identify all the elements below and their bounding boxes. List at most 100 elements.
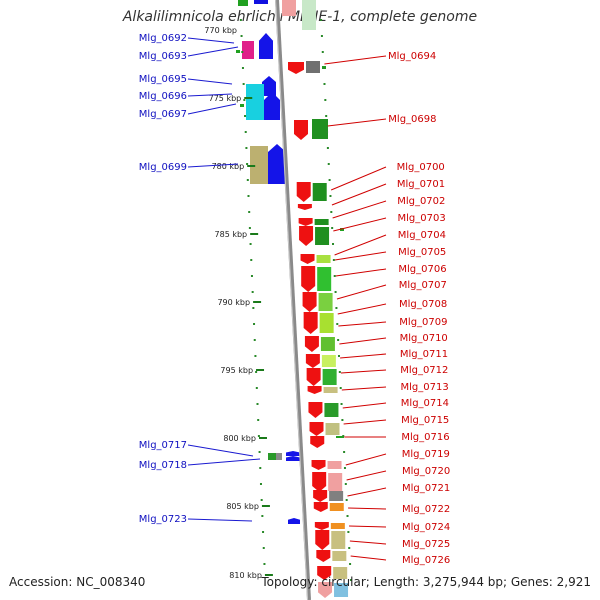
feature-dot bbox=[322, 67, 325, 69]
feature-box bbox=[332, 551, 347, 561]
backbone-highlight bbox=[275, 0, 309, 600]
gene-label-right: Mlg_0724 bbox=[402, 522, 450, 533]
tick-label: 790 kbp bbox=[217, 298, 250, 307]
tick-label: 800 kbp bbox=[223, 434, 256, 443]
feature-dot bbox=[329, 195, 332, 197]
gene-arrow bbox=[299, 226, 314, 246]
feature-dot bbox=[342, 435, 345, 437]
ruler-dot bbox=[243, 99, 246, 101]
gene-label-right: Mlg_0706 bbox=[398, 264, 446, 275]
ruler-dot bbox=[241, 67, 244, 69]
leader-line bbox=[333, 217, 387, 232]
tick-label: 785 kbp bbox=[215, 230, 248, 239]
feature-dot bbox=[328, 179, 331, 181]
feature-dot bbox=[337, 339, 340, 341]
feature-box bbox=[268, 453, 280, 460]
feature-dot bbox=[326, 131, 329, 133]
ruler-dot bbox=[258, 451, 261, 453]
leader-line bbox=[337, 303, 387, 315]
gene-label-right: Mlg_0700 bbox=[397, 162, 445, 173]
feature-dot bbox=[348, 547, 351, 549]
leader-line bbox=[338, 321, 387, 327]
gene-arrow bbox=[310, 436, 325, 448]
feature-dot bbox=[343, 467, 346, 469]
feature-dot bbox=[330, 211, 333, 213]
leader-line bbox=[187, 37, 235, 44]
feature-box bbox=[312, 119, 328, 139]
feature-box bbox=[322, 369, 337, 385]
leader-line bbox=[324, 55, 387, 65]
feature-box bbox=[306, 61, 320, 73]
feature-dot bbox=[338, 371, 341, 373]
feature-dot bbox=[344, 483, 347, 485]
leader-line bbox=[346, 470, 387, 481]
feature-dot bbox=[346, 515, 349, 517]
ruler-dot bbox=[239, 19, 242, 21]
feature-box bbox=[236, 50, 240, 53]
feature-dot bbox=[335, 307, 338, 309]
gene-arrow bbox=[303, 312, 318, 334]
gene-label-left: Mlg_0693 bbox=[139, 51, 187, 62]
leader-line bbox=[187, 163, 239, 168]
feature-dot bbox=[333, 275, 336, 277]
feature-box bbox=[319, 313, 334, 333]
leader-line bbox=[342, 402, 387, 409]
gene-label-right: Mlg_0712 bbox=[400, 365, 448, 376]
feature-dot bbox=[341, 419, 344, 421]
ruler-dot bbox=[259, 483, 262, 485]
feature-box bbox=[312, 183, 327, 201]
gene-arrow bbox=[297, 204, 312, 210]
backbone bbox=[275, 0, 311, 600]
gene-arrow bbox=[313, 502, 328, 512]
gene-label-right: Mlg_0722 bbox=[402, 504, 450, 515]
gene-label-right: Mlg_0694 bbox=[388, 51, 436, 62]
gene-label-left: Mlg_0696 bbox=[139, 91, 187, 102]
feature-dot bbox=[349, 579, 352, 581]
gene-arrow bbox=[315, 530, 330, 550]
feature-dot bbox=[320, 19, 323, 21]
feature-dot bbox=[325, 115, 328, 117]
gene-arrow bbox=[294, 120, 308, 140]
gene-arrow bbox=[268, 144, 286, 184]
gene-arrow bbox=[312, 472, 327, 492]
feature-box bbox=[333, 567, 348, 579]
leader-line bbox=[334, 251, 387, 261]
gene-label-left: Mlg_0718 bbox=[139, 460, 187, 471]
feature-dot bbox=[343, 451, 346, 453]
gene-label-right: Mlg_0716 bbox=[401, 432, 449, 443]
gene-label-left: Mlg_0723 bbox=[139, 514, 187, 525]
gene-box bbox=[250, 146, 268, 184]
leader-line bbox=[187, 93, 233, 97]
leader-line bbox=[187, 458, 261, 466]
ruler-dot bbox=[256, 403, 259, 405]
gene-box bbox=[242, 41, 254, 59]
leader-line bbox=[332, 200, 387, 219]
tick-label: 810 kbp bbox=[229, 571, 262, 580]
feature-box bbox=[327, 461, 342, 469]
leader-line bbox=[187, 103, 237, 115]
feature-box bbox=[320, 337, 335, 351]
gene-arrow bbox=[288, 62, 304, 74]
feature-box bbox=[240, 104, 244, 107]
feature-dot bbox=[327, 163, 330, 165]
gene-arrow bbox=[314, 522, 329, 530]
ruler-dot bbox=[251, 291, 254, 293]
gene-arrow bbox=[302, 292, 317, 312]
left-gene-labels: Mlg_0692 Mlg_0693 Mlg_0695 Mlg_0696 Mlg_0697… bbox=[139, 33, 261, 525]
ruler-dot bbox=[244, 131, 247, 133]
topology-text: Topology: circular; Length: 3,275,944 bp… bbox=[261, 575, 591, 589]
leader-line bbox=[343, 419, 387, 425]
feature-dot bbox=[336, 323, 339, 325]
leader-line bbox=[330, 166, 387, 191]
gene-label-right: Mlg_0703 bbox=[398, 213, 446, 224]
leader-line bbox=[339, 337, 387, 345]
feature-box bbox=[314, 219, 329, 225]
gene-arrow bbox=[304, 336, 319, 352]
feature-dot bbox=[337, 355, 340, 357]
ruler-dot bbox=[250, 259, 253, 261]
gene-label-right: Mlg_0710 bbox=[400, 333, 448, 344]
gene-arrow bbox=[313, 490, 328, 502]
gene-arrow bbox=[316, 550, 331, 562]
ruler-dot bbox=[246, 163, 249, 165]
leader-line bbox=[187, 78, 233, 85]
